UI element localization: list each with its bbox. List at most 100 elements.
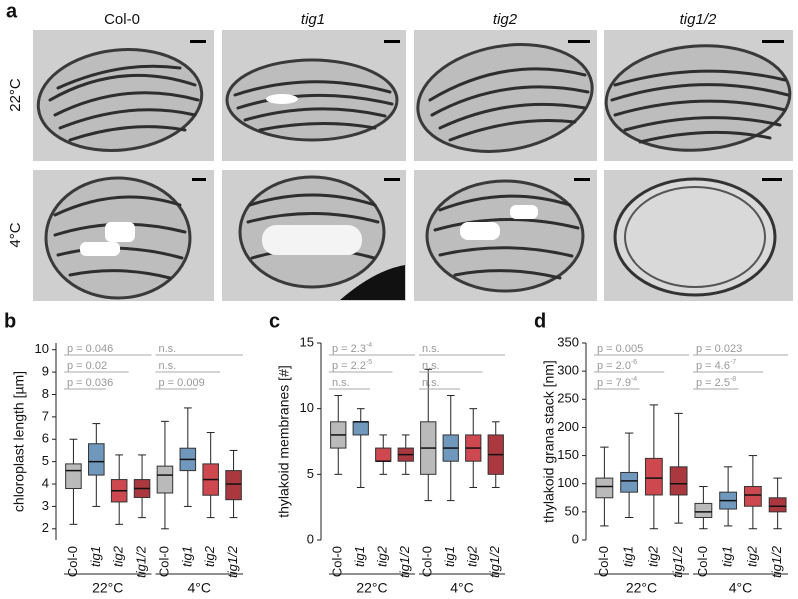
significance-label: n.s. [422,343,440,355]
box [375,447,392,462]
x-tick-label: tig1/2 [487,545,502,578]
box [768,497,787,513]
group-label: 4°C [188,580,212,596]
group-label: 4°C [729,580,753,596]
significance-label: p = 2.0-6 [597,359,637,372]
significance-label: n.s. [422,360,440,372]
x-tick-label: tig2 [465,545,480,567]
x-tick-label: tig1 [179,546,194,567]
significance-text: n.s. [422,360,440,372]
y-tick-label: 8 [42,386,49,401]
significance-text: p = 2.5 [696,377,730,389]
x-tick-label: tig2 [744,545,759,567]
panel-label: c [269,310,280,332]
x-tick-label: tig1 [88,546,103,567]
y-tick-label: 4 [42,475,49,490]
significance-label: p = 0.036 [67,377,113,389]
x-tick-label: tig1 [352,546,367,567]
box [352,421,369,436]
significance-label: p = 2.3-4 [332,342,372,355]
y-tick-label: 350 [557,334,579,349]
significance-exponent: -8 [730,376,736,383]
y-tick-label: 9 [42,364,49,379]
x-tick-label: tig1/2 [670,545,685,578]
y-tick-label: 3 [42,498,49,513]
x-tick-label: Col-0 [65,546,80,577]
x-tick-label: Col-0 [156,546,171,577]
x-tick-label: Col-0 [330,546,345,577]
x-tick-label: tig1 [442,546,457,567]
significance-label: p = 0.005 [597,343,643,355]
significance-label: p = 0.009 [159,377,205,389]
y-tick-label: 100 [557,475,579,490]
significance-text: n.s. [332,377,350,389]
row-label: 4°C [7,222,24,247]
column-header: tig2 [493,11,518,28]
group-label: 22°C [626,580,657,596]
significance-text: p = 0.02 [67,360,107,372]
x-tick-label: tig1/2 [397,545,412,578]
panel-label: a [6,0,18,22]
significance-text: p = 0.009 [159,377,205,389]
group-label: 4°C [450,580,474,596]
x-tick-label: tig1 [720,546,735,567]
x-tick-label: tig1/2 [134,545,149,578]
significance-text: p = 2.3 [332,343,366,355]
significance-text: p = 0.046 [67,343,113,355]
significance-exponent: -7 [730,359,736,366]
y-axis-label: thylakoid grana stack [nm] [541,360,557,523]
significance-label: p = 2.2-5 [332,359,372,372]
y-tick-label: 0 [572,531,579,546]
significance-label: p = 2.5-8 [696,376,736,389]
x-tick-label: tig1 [621,546,636,567]
y-tick-label: 150 [557,447,579,462]
box [595,477,614,499]
y-tick-label: 10 [35,341,49,356]
box [620,471,639,493]
column-header: Col-0 [104,11,140,28]
significance-exponent: -4 [366,342,372,349]
y-tick-label: 10 [300,400,314,415]
significance-text: p = 0.023 [696,343,742,355]
group-label: 22°C [92,580,123,596]
significance-text: p = 0.005 [597,343,643,355]
y-axis-label: chloroplast length [µm] [11,371,27,512]
x-tick-label: tig2 [202,545,217,567]
significance-text: n.s. [159,343,177,355]
panel-label: b [4,310,16,332]
column-header: tig1/2 [680,11,717,28]
box [156,465,174,494]
x-tick-label: tig1/2 [769,545,784,578]
significance-text: n.s. [422,377,440,389]
box [669,466,688,496]
row-label: 22°C [7,78,24,112]
box [743,486,762,507]
significance-label: n.s. [159,343,177,355]
box [694,502,713,518]
significance-label: p = 4.6-7 [696,359,736,372]
significance-label: n.s. [422,377,440,389]
significance-label: n.s. [332,377,350,389]
y-tick-label: 15 [300,334,314,349]
box [88,443,105,476]
significance-text: n.s. [422,343,440,355]
y-axis-label: thylakoid membranes [#] [276,365,292,518]
significance-text: p = 7.9 [597,377,631,389]
x-tick-label: tig2 [645,545,660,567]
significance-label: p = 0.023 [696,343,742,355]
significance-text: p = 2.0 [597,360,631,372]
y-tick-label: 2 [42,520,49,535]
significance-exponent: -6 [631,359,637,366]
y-tick-label: 250 [557,391,579,406]
significance-text: p = 4.6 [696,360,730,372]
significance-label: p = 0.046 [67,343,113,355]
box [65,463,82,490]
x-tick-label: tig2 [111,545,126,567]
significance-text: p = 0.036 [67,377,113,389]
significance-label: p = 7.9-4 [597,376,637,389]
micrographs [33,30,793,301]
significance-label: n.s. [159,360,177,372]
box [225,470,242,501]
x-tick-label: Col-0 [596,546,611,577]
